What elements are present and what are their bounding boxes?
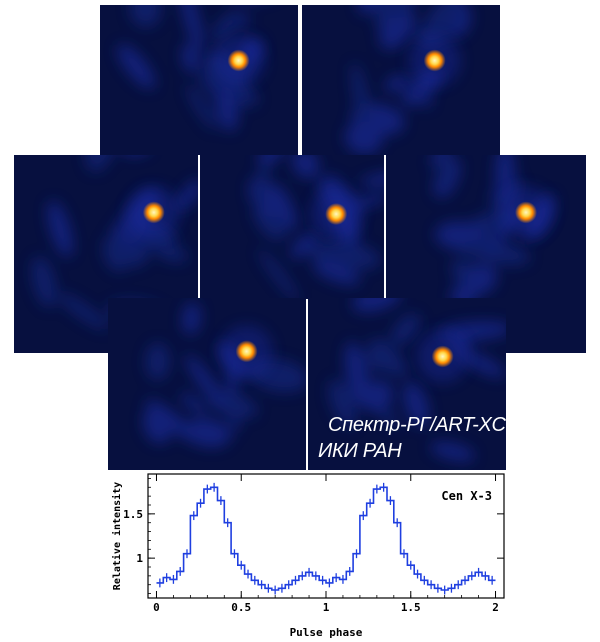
chart-annotation: Cen X-3 [441, 489, 492, 503]
x-ray-image-6 [108, 298, 306, 470]
x-tick-label: 1.5 [401, 601, 421, 614]
x-ray-image-1 [100, 5, 298, 155]
pulse-profile-chart: 0 0.5 1 1.5 2 1 1.5 Cen X-3 Pulse phase Relati… [111, 473, 505, 639]
x-ray-image-7 [308, 298, 506, 470]
caption-line-1: Спектр-РГ/ART-XC [328, 414, 506, 436]
x-axis-label: Pulse phase [290, 626, 363, 639]
x-tick-label: 0.5 [231, 601, 251, 614]
y-tick-label: 1.5 [123, 508, 143, 521]
caption: Спектр-РГ/ART-XC ИКИ РАН [318, 412, 506, 464]
y-tick-label: 1 [136, 552, 143, 565]
x-tick-label: 1 [323, 601, 330, 614]
x-tick-label: 2 [492, 601, 499, 614]
x-ray-image-4 [200, 155, 384, 299]
x-tick: 1.5 [401, 474, 421, 614]
x-tick-label: 0 [153, 601, 160, 614]
y-axis-label: Relative intensity [111, 482, 123, 590]
x-ray-image-2 [302, 5, 500, 155]
caption-line-2: ИКИ РАН [318, 440, 402, 462]
